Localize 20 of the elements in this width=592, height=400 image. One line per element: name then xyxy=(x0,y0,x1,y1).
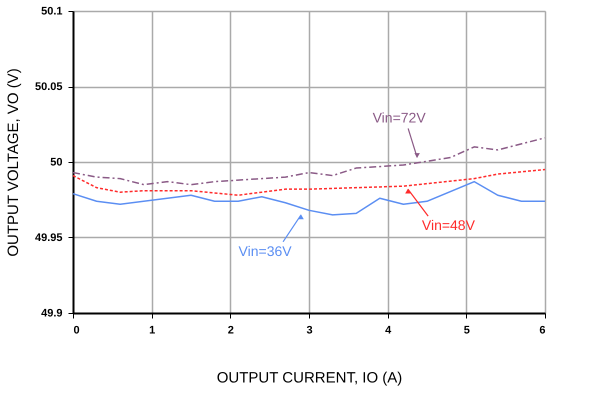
y-tick-label: 49.95 xyxy=(34,232,62,244)
x-tick-label: 1 xyxy=(149,324,156,336)
annotation: Vin=48V xyxy=(422,217,476,234)
x-tick-label: 5 xyxy=(464,324,470,336)
x-tick-label: 6 xyxy=(539,324,546,336)
annotation: Vin=72V xyxy=(372,109,426,126)
y-tick-label: 50.1 xyxy=(41,6,62,18)
x-tick-label: 0 xyxy=(74,324,80,336)
y-tick-label: 50 xyxy=(50,156,62,168)
y-tick-label: 49.9 xyxy=(41,308,62,320)
y-tick-label: 50.05 xyxy=(34,81,62,93)
x-tick-label: 2 xyxy=(228,324,234,336)
line-series xyxy=(72,137,546,186)
x-tick-label: 3 xyxy=(306,324,313,336)
x-tick-label: 4 xyxy=(385,324,392,336)
x-axis-title: OUTPUT CURRENT, IO (A) xyxy=(216,370,402,386)
y-axis-title: OUTPUT VOLTAGE, VO (V) xyxy=(4,68,22,257)
line-series xyxy=(72,168,546,196)
annotation: Vin=36V xyxy=(238,242,292,259)
line-series xyxy=(72,180,546,216)
